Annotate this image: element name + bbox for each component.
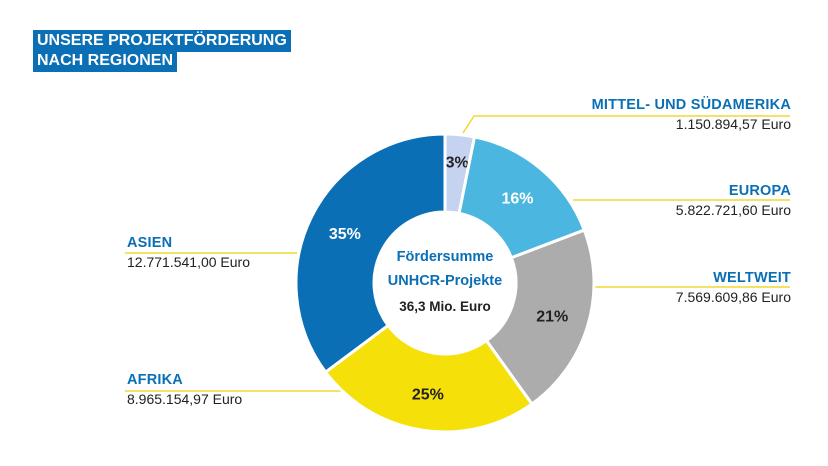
center-text-1: UNHCR-Projekte <box>388 273 502 289</box>
category: ASIEN <box>127 235 173 251</box>
category: EUROPA <box>728 183 791 199</box>
percent-label-4: 35% <box>329 226 361 243</box>
amount: 7.569.609,86 Euro <box>675 289 791 305</box>
slice-2 <box>484 228 596 407</box>
amount: 5.822.721,60 Euro <box>675 202 791 218</box>
label-afrika: AFRIKA 8.965.154,97 Euro <box>127 372 242 407</box>
percent-label-3: 25% <box>412 387 444 404</box>
percent-label-1: 16% <box>501 191 533 208</box>
slice-3 <box>323 323 535 434</box>
label-europa: EUROPA 5.822.721,60 Euro <box>676 183 791 218</box>
amount: 1.150.894,57 Euro <box>675 116 791 132</box>
center-text-2: 36,3 Mio. Euro <box>399 299 491 314</box>
title-line-1: UNSERE PROJEKTFÖRDERUNG <box>33 30 291 52</box>
amount: 8.965.154,97 Euro <box>127 391 243 407</box>
title-line-2: NACH REGIONEN <box>33 50 178 72</box>
leader-line-0 <box>462 115 790 134</box>
label-weltweit: WELTWEIT 7.569.609,86 Euro <box>676 270 791 305</box>
amount: 12.771.541,00 Euro <box>127 254 250 270</box>
percent-label-0: 3% <box>446 155 469 172</box>
center-text-0: Fördersumme <box>397 249 494 265</box>
slice-4 <box>294 132 447 375</box>
category: WELTWEIT <box>713 270 791 286</box>
label-asien: ASIEN 12.771.541,00 Euro <box>127 235 250 270</box>
percent-label-2: 21% <box>536 308 568 325</box>
category: AFRIKA <box>127 372 183 388</box>
category: MITTEL- UND SÜDAMERIKA <box>591 97 791 113</box>
label-mittel-suedamerika: MITTEL- UND SÜDAMERIKA 1.150.894,57 Euro <box>592 97 791 132</box>
